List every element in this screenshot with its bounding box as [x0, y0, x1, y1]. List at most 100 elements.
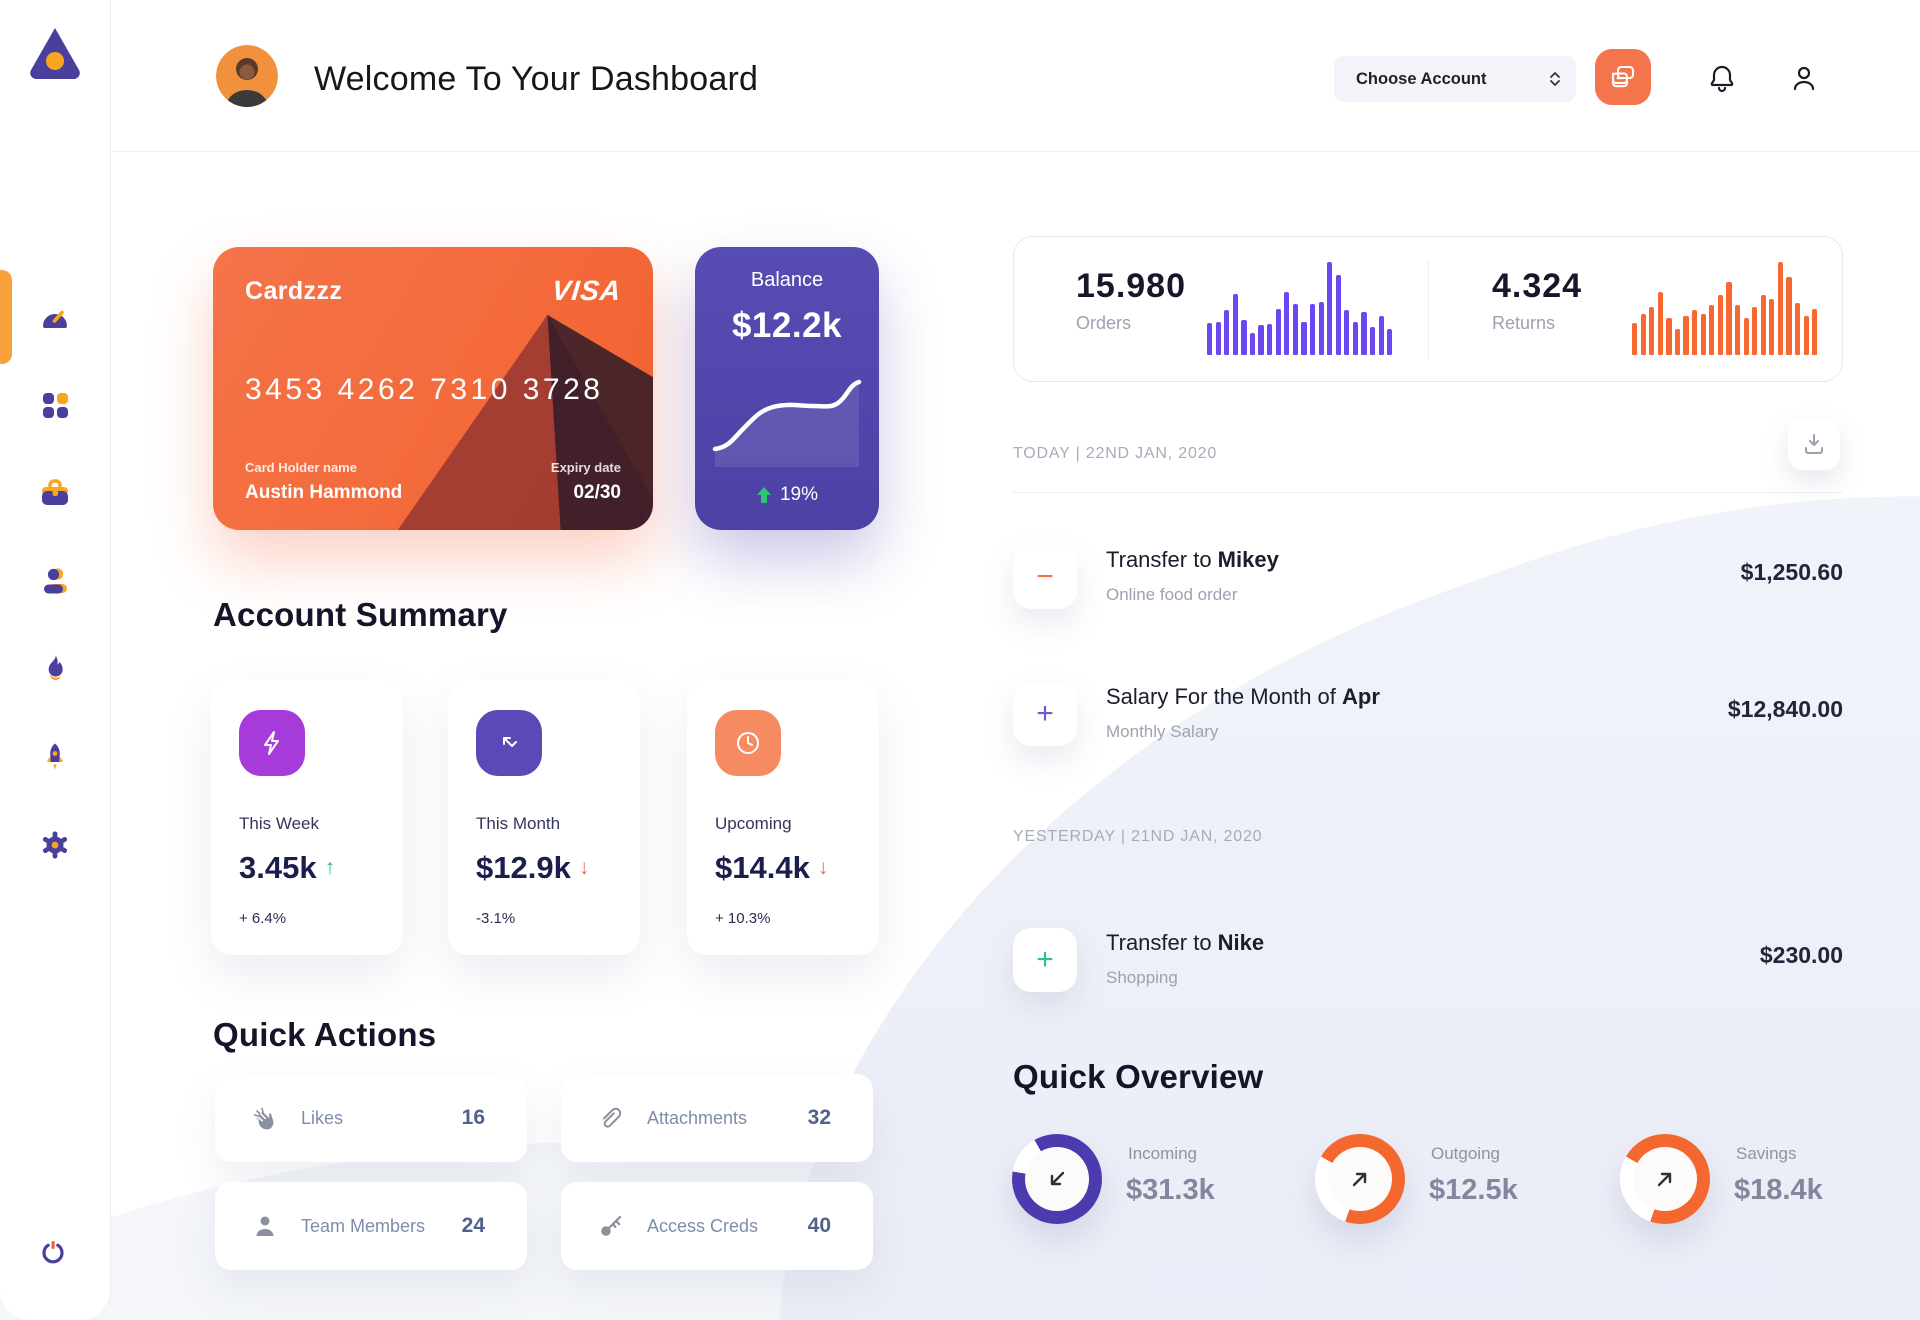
summary-card-this-month: This Month $12.9k ↓ -3.1% — [448, 680, 640, 955]
profile-user-icon[interactable] — [1788, 62, 1820, 94]
plus-icon: + — [1036, 697, 1054, 730]
credit-card[interactable]: Cardzzz VISA 3453 4262 7310 3728 Card Ho… — [213, 247, 653, 530]
trend-arrow-icon — [503, 737, 517, 747]
person-icon — [256, 1216, 274, 1236]
download-icon — [1805, 434, 1823, 454]
card-number: 3453 4262 7310 3728 — [245, 373, 604, 406]
sidebar-item-launch[interactable] — [38, 740, 72, 774]
sidebar — [0, 0, 111, 1320]
transaction-subtitle: Online food order — [1106, 585, 1238, 604]
plus-icon: + — [1036, 943, 1054, 976]
overview-value: $12.5k — [1429, 1174, 1518, 1206]
quick-action-access-creds[interactable]: Access Creds 40 — [561, 1182, 873, 1270]
balance-delta: 19% — [779, 484, 819, 505]
clap-icon — [253, 1107, 274, 1130]
visa-logo: VISA — [550, 275, 623, 306]
card-expiry-value: 02/30 — [573, 482, 621, 503]
overview-value: $31.3k — [1126, 1174, 1215, 1206]
chat-button[interactable] — [1595, 49, 1651, 105]
sidebar-item-contacts[interactable] — [38, 564, 72, 598]
quick-action-attachments[interactable]: Attachments 32 — [561, 1074, 873, 1162]
overview-label: Outgoing — [1431, 1144, 1500, 1163]
summary-value: $14.4k — [715, 850, 810, 885]
date-group-label: YESTERDAY | 21ND JAN, 2020 — [1013, 828, 1263, 845]
summary-card-upcoming: Upcoming $14.4k ↓ + 10.3% — [687, 680, 879, 955]
chevron-updown-icon — [1550, 72, 1560, 86]
transaction-subtitle: Shopping — [1106, 968, 1178, 987]
transaction-subtitle: Monthly Salary — [1106, 722, 1219, 741]
summary-delta: + 10.3% — [715, 910, 771, 927]
balance-sparkline-chart — [712, 379, 862, 467]
summary-label: This Week — [239, 814, 319, 833]
transaction-row[interactable]: + Salary For the Month of Apr Monthly Sa… — [1013, 682, 1843, 748]
transaction-amount: $12,840.00 — [1727, 696, 1843, 722]
returns-value: 4.324 — [1492, 267, 1583, 305]
sidebar-item-portfolio[interactable] — [38, 476, 72, 510]
transaction-title: Transfer to Nike — [1106, 930, 1265, 955]
active-nav-indicator — [0, 270, 12, 364]
key-icon — [601, 1215, 622, 1236]
card-expiry-label: Expiry date — [550, 460, 621, 475]
chat-icon — [1611, 65, 1635, 88]
divider — [1428, 259, 1429, 359]
account-select[interactable]: Choose Account — [1334, 56, 1576, 102]
quick-action-value: 16 — [461, 1106, 485, 1129]
quick-action-value: 32 — [807, 1106, 831, 1129]
card-name: Cardzzz — [245, 277, 343, 305]
quick-action-value: 40 — [807, 1214, 831, 1237]
incoming-progress-ring — [1012, 1134, 1102, 1224]
user-avatar[interactable] — [216, 45, 278, 107]
divider — [1013, 492, 1843, 493]
overview-incoming: Incoming $31.3k — [1012, 1126, 1312, 1236]
outgoing-progress-ring — [1315, 1134, 1405, 1224]
overview-savings: Savings $18.4k — [1620, 1126, 1920, 1236]
sidebar-item-settings[interactable] — [38, 828, 72, 862]
download-button[interactable] — [1788, 418, 1840, 470]
account-summary-title: Account Summary — [213, 596, 508, 633]
trend-arrow-icon: ↓ — [578, 856, 590, 879]
orders-label: Orders — [1076, 313, 1132, 333]
account-select-label: Choose Account — [1356, 69, 1487, 88]
quick-action-label: Likes — [301, 1107, 344, 1128]
summary-label: Upcoming — [715, 814, 792, 833]
overview-outgoing: Outgoing $12.5k — [1315, 1126, 1615, 1236]
arrow-up-right-icon — [1657, 1172, 1672, 1187]
transaction-row[interactable]: + Transfer to Nike Shopping $230.00 — [1013, 928, 1843, 994]
notifications-bell-icon[interactable] — [1706, 62, 1738, 94]
trend-arrow-icon: ↑ — [324, 856, 336, 879]
summary-delta: + 6.4% — [239, 910, 287, 927]
summary-value: 3.45k — [239, 850, 317, 885]
quick-actions-title: Quick Actions — [213, 1016, 437, 1053]
arrow-up-icon — [756, 487, 771, 503]
quick-action-label: Team Members — [301, 1215, 426, 1236]
lightning-icon — [264, 731, 279, 755]
orders-bar-chart — [1207, 260, 1393, 355]
header: Welcome To Your Dashboard Choose Account — [112, 0, 1920, 152]
date-group-label: TODAY | 22ND JAN, 2020 — [1013, 445, 1218, 462]
quick-action-team-members[interactable]: Team Members 24 — [215, 1182, 527, 1270]
balance-label: Balance — [750, 269, 824, 291]
balance-card[interactable]: Balance $12.2k 19% — [695, 247, 879, 530]
quick-action-likes[interactable]: Likes 16 — [215, 1074, 527, 1162]
summary-card-this-week: This Week 3.45k ↑ + 6.4% — [211, 680, 403, 955]
clock-icon — [737, 732, 759, 754]
sidebar-item-apps[interactable] — [38, 388, 72, 422]
summary-delta: -3.1% — [476, 910, 516, 927]
divider — [1013, 872, 1843, 873]
arrow-down-left-icon — [1050, 1171, 1065, 1186]
sidebar-item-trending[interactable] — [38, 652, 72, 686]
summary-label: This Month — [476, 814, 561, 833]
transaction-row[interactable]: − Transfer to Mikey Online food order $1… — [1013, 545, 1843, 611]
transaction-title: Transfer to Mikey — [1106, 547, 1279, 572]
transaction-amount: $1,250.60 — [1740, 559, 1843, 585]
overview-label: Incoming — [1128, 1144, 1197, 1163]
card-holder-label: Card Holder name — [245, 460, 357, 475]
balance-value: $12.2k — [731, 306, 843, 345]
sidebar-item-dashboard[interactable] — [38, 300, 72, 334]
page-title: Welcome To Your Dashboard — [314, 60, 759, 98]
quick-action-value: 24 — [461, 1214, 485, 1237]
quick-action-label: Attachments — [647, 1107, 748, 1128]
minus-icon: − — [1036, 560, 1054, 593]
returns-label: Returns — [1492, 313, 1556, 333]
logout-power-icon[interactable] — [38, 1238, 68, 1268]
